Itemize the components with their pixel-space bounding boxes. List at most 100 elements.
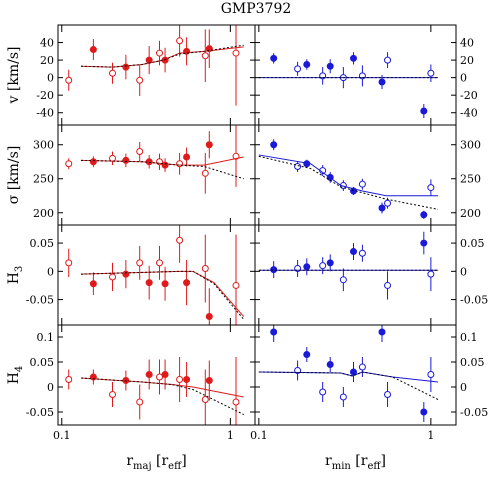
point-open (384, 391, 392, 398)
point-filled (122, 63, 130, 71)
label-part: ] (381, 453, 386, 469)
point-filled (183, 153, 191, 161)
point-open (136, 398, 144, 406)
point-filled (183, 279, 191, 287)
point-open (427, 69, 435, 77)
panel: 200 250 300 σ [km/s] (6, 124, 256, 226)
y-tick-label: -40 (460, 107, 478, 120)
ylabel: v [km/s] (6, 47, 22, 105)
point-filled (270, 141, 278, 149)
ylabel: H4 (6, 366, 25, 385)
label-part: 3 (14, 266, 25, 272)
point-open (201, 52, 209, 60)
point-open (109, 69, 117, 77)
point-open (358, 363, 366, 371)
model-line-dashed (80, 270, 245, 320)
plot-area (65, 25, 244, 106)
y-tick-label: 200 (33, 207, 54, 220)
point-filled (270, 328, 278, 336)
y-tick-label: -40 (36, 107, 54, 120)
point-filled (420, 239, 428, 247)
point-filled (89, 280, 97, 288)
y-tick-label: 0 (460, 72, 467, 85)
point-open (427, 270, 435, 278)
point-filled (161, 280, 169, 288)
panel: -0.05 0 0.05 0.1 0.1 1 H4 rmaj [reff] (6, 324, 256, 472)
x-tick-label: 0.1 (53, 429, 71, 442)
point-open (176, 376, 184, 383)
point-open (201, 396, 209, 403)
point-open (384, 281, 392, 289)
point-filled (303, 60, 311, 68)
panel: 200 250 300 (254, 124, 481, 226)
ylabel: σ [km/s] (6, 146, 22, 205)
y-tick-label: 0.05 (460, 356, 485, 369)
panel-frame (254, 124, 457, 226)
point-open (109, 273, 117, 281)
point-filled (270, 266, 278, 274)
y-tick-label: 250 (33, 173, 54, 186)
panel: -0.05 0 0.05 H3 (6, 224, 256, 326)
point-filled (420, 211, 428, 219)
y-tick-label: -20 (460, 89, 478, 102)
panel: -40 -20 0 20 40 v [km/s] (6, 24, 256, 126)
point-filled (326, 62, 334, 70)
y-tick-label: 20 (40, 54, 54, 67)
ylabel: H3 (6, 266, 25, 285)
model-line (80, 377, 244, 398)
point-filled (205, 141, 213, 149)
point-open (176, 160, 184, 168)
point-filled (122, 156, 130, 164)
y-tick-label: -0.05 (460, 294, 488, 307)
label-part: 4 (14, 366, 25, 372)
plot-area (65, 225, 245, 325)
plot-area (258, 139, 439, 219)
point-open (176, 236, 184, 244)
point-open (176, 37, 184, 45)
point-filled (378, 204, 386, 212)
point-filled (183, 376, 191, 383)
y-tick-label: 20 (460, 54, 474, 67)
plot-area (65, 125, 244, 194)
point-filled (349, 54, 357, 62)
label-part: maj (133, 461, 152, 472)
point-filled (145, 371, 153, 378)
panel-frame (57, 24, 256, 126)
label-part: H (6, 272, 22, 284)
y-tick-label: 0.05 (30, 356, 55, 369)
panel-frame (254, 324, 457, 426)
label-part: σ [km/s] (6, 146, 22, 205)
point-open (156, 49, 164, 57)
model-line-dashed (80, 377, 244, 415)
plot-area (65, 357, 244, 425)
model-line (80, 270, 245, 317)
point-open (232, 398, 240, 406)
y-tick-label: 300 (460, 139, 481, 152)
point-open (65, 376, 73, 383)
label-part: min (332, 461, 352, 472)
label-part: r (325, 453, 332, 469)
model-line (258, 154, 438, 197)
label-part: [r (152, 453, 169, 469)
point-filled (270, 54, 278, 62)
point-filled (122, 270, 130, 278)
y-tick-label: 250 (460, 173, 481, 186)
model-line-dashed (80, 44, 244, 68)
point-filled (89, 46, 97, 54)
point-open (232, 281, 240, 289)
y-tick-label: -0.05 (26, 294, 54, 307)
y-tick-label: 0 (47, 381, 54, 394)
panel-frame (254, 224, 457, 326)
panel: -0.05 0 0.05 (254, 224, 488, 326)
y-tick-label: 40 (460, 37, 474, 50)
point-open (384, 199, 392, 207)
model-line (258, 371, 439, 383)
point-filled (349, 368, 357, 376)
point-filled (145, 279, 153, 287)
xlabel: rmaj [reff] (126, 453, 186, 472)
point-open (384, 56, 392, 64)
point-filled (89, 158, 97, 166)
point-open (294, 162, 302, 170)
point-filled (205, 313, 213, 321)
plot-area (258, 231, 438, 300)
